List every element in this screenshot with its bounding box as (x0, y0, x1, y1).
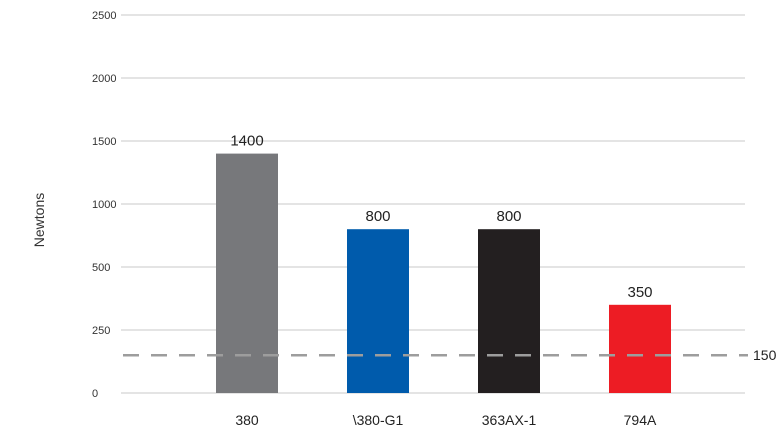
x-tick-label: 380 (235, 412, 259, 428)
bars (216, 153, 671, 393)
y-tick-label: 0 (92, 388, 98, 400)
y-tick-label: 500 (92, 262, 110, 274)
x-tick-label: 363AX-1 (482, 412, 537, 428)
reference-line-group: 150 (123, 347, 777, 363)
bar-1 (216, 153, 278, 393)
x-tick-label: \380-G1 (353, 412, 404, 428)
data-label: 350 (627, 284, 652, 301)
bar-3 (478, 229, 540, 393)
y-tick-label: 2500 (92, 10, 116, 22)
data-label: 800 (365, 208, 390, 225)
x-tick-labels: 380 \380-G1 363AX-1 794A (235, 412, 657, 428)
y-tick-label: 250 (92, 325, 110, 337)
y-tick-labels: 0 250 500 1000 1500 2000 2500 (92, 10, 116, 400)
x-tick-label: 794A (624, 412, 657, 428)
data-labels: 1400 800 800 350 (230, 133, 652, 301)
y-axis-label: Newtons (31, 193, 47, 247)
y-tick-label: 2000 (92, 73, 116, 85)
data-label: 1400 (230, 133, 263, 150)
y-tick-label: 1000 (92, 199, 116, 211)
data-label: 800 (496, 208, 521, 225)
y-tick-label: 1500 (92, 136, 116, 148)
bar-4 (609, 304, 671, 393)
bar-2 (347, 229, 409, 393)
reference-line-label: 150 (753, 347, 777, 363)
